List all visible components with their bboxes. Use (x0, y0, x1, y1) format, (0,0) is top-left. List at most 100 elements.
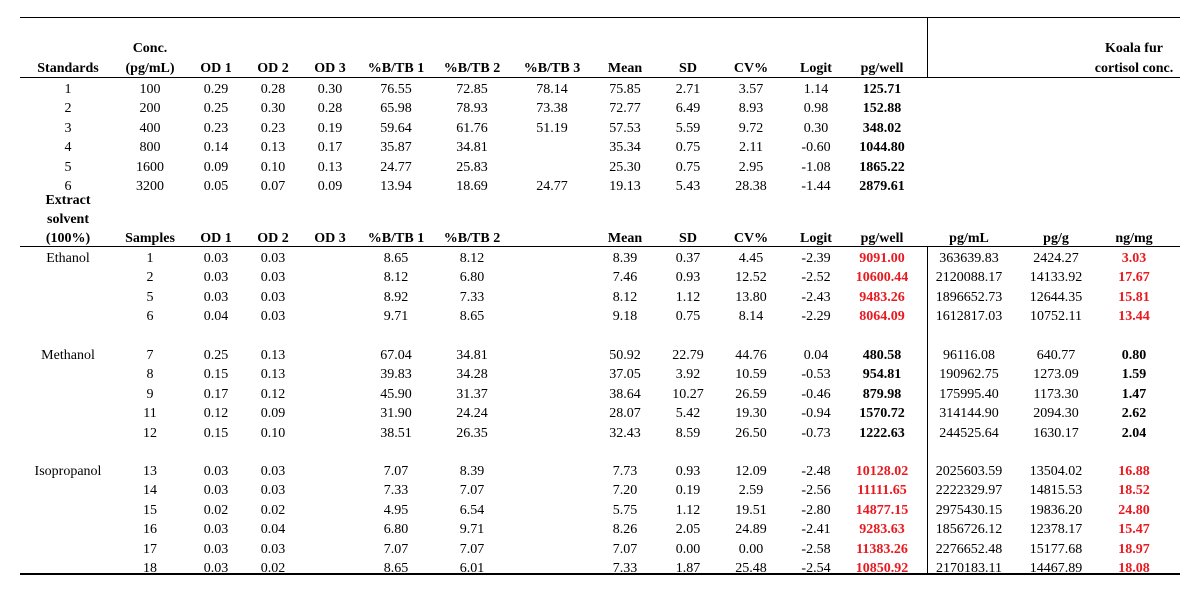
header-pgg: pg/g (1043, 231, 1069, 246)
sample-logit-cell: -0.53 (801, 367, 831, 383)
standards-mean-cell: 35.34 (609, 140, 641, 156)
standards-bt2-cell: 78.93 (456, 101, 488, 117)
sample-sample-number-cell: 13 (143, 464, 157, 479)
sample-cv-cell: 26.59 (735, 386, 767, 402)
sample-pg-per-ml-cell: 1612817.03 (935, 309, 1003, 325)
standards-od1-cell: 0.05 (203, 179, 229, 194)
sample-ng-per-mg-cell: 2.62 (1121, 406, 1147, 422)
header-sd: SD (679, 231, 697, 246)
sample-cv-cell: 12.52 (735, 270, 767, 286)
sample-bt1-cell: 4.95 (383, 502, 409, 518)
standards-header-rule (20, 77, 1180, 78)
standards-cv-cell: 9.72 (738, 120, 764, 136)
sample-pg-per-ml-cell: 2276652.48 (935, 541, 1003, 557)
sample-pg-per-g-cell: 14467.89 (1029, 561, 1083, 576)
sample-bt1-cell: 8.65 (383, 561, 409, 576)
header-logit: Logit (800, 231, 832, 246)
sample-od1-cell: 0.15 (203, 425, 229, 441)
standards-od1-cell: 0.09 (203, 159, 229, 175)
sample-sd-cell: 0.93 (675, 270, 701, 286)
sample-pg-per-g-cell: 2424.27 (1033, 251, 1079, 266)
sample-bt2-cell: 6.01 (459, 561, 485, 576)
sample-bt2-cell: 31.37 (456, 386, 488, 402)
header-pgwell: pg/well (860, 231, 904, 246)
standards-standard-number-cell: 3 (64, 120, 72, 136)
sample-sample-number-cell: 2 (146, 270, 154, 286)
standards-cv-cell: 2.95 (738, 159, 764, 175)
sample-ng-per-mg-cell: 18.08 (1118, 561, 1150, 576)
sample-cv-cell: 19.30 (735, 406, 767, 422)
header-od1: OD 1 (200, 61, 232, 76)
sample-pg-per-ml-cell: 314144.90 (939, 406, 999, 422)
standards-od2-cell: 0.30 (260, 101, 286, 117)
sample-od1-cell: 0.03 (203, 251, 229, 266)
standards-concentration-cell: 800 (139, 140, 161, 156)
header-solvent-line2: solvent (47, 212, 89, 227)
header-od2: OD 2 (257, 61, 289, 76)
sample-bt1-cell: 7.07 (383, 541, 409, 557)
sample-sd-cell: 1.12 (675, 289, 701, 305)
header-koala-line1: Koala fur (1105, 41, 1163, 56)
standards-pg-per-well-cell: 1865.22 (859, 159, 905, 175)
sample-ng-per-mg-cell: 3.03 (1121, 251, 1147, 266)
sample-od1-cell: 0.12 (203, 406, 229, 422)
sample-od1-cell: 0.03 (203, 289, 229, 305)
sample-ng-per-mg-cell: 1.47 (1121, 386, 1147, 402)
standards-mean-cell: 19.13 (609, 179, 641, 194)
solvent-label: Methanol (41, 348, 95, 363)
header-od2: OD 2 (257, 231, 289, 246)
standards-od1-cell: 0.25 (203, 101, 229, 117)
sample-pg-per-g-cell: 15177.68 (1029, 541, 1083, 557)
sample-pg-per-g-cell: 1630.17 (1033, 425, 1079, 441)
sample-mean-cell: 8.39 (612, 251, 638, 266)
sample-bt1-cell: 45.90 (380, 386, 412, 402)
header-od3: OD 3 (314, 61, 346, 76)
standards-pg-per-well-cell: 348.02 (862, 120, 902, 136)
sample-sd-cell: 0.19 (675, 483, 701, 499)
sample-od2-cell: 0.03 (260, 289, 286, 305)
standards-sd-cell: 6.49 (675, 101, 701, 117)
standards-od3-cell: 0.28 (317, 101, 343, 117)
sample-cv-cell: 10.59 (735, 367, 767, 383)
sample-od1-cell: 0.03 (203, 561, 229, 576)
sample-bt2-cell: 8.12 (459, 251, 485, 266)
sample-pg-per-ml-cell: 1896652.73 (935, 289, 1003, 305)
sample-logit-cell: -2.39 (801, 251, 831, 266)
sample-mean-cell: 37.05 (609, 367, 641, 383)
standards-standard-number-cell: 4 (64, 140, 72, 156)
sample-logit-cell: -2.41 (801, 522, 831, 538)
header-pgml: pg/mL (949, 231, 989, 246)
sample-pg-per-well-cell: 10850.92 (855, 561, 909, 576)
standards-od2-cell: 0.10 (260, 159, 286, 175)
sample-pg-per-well-cell: 9283.63 (859, 522, 905, 538)
sample-pg-per-ml-cell: 2025603.59 (935, 464, 1003, 479)
top-rule (20, 17, 1180, 18)
sample-sd-cell: 2.05 (675, 522, 701, 538)
standards-sd-cell: 2.71 (675, 82, 701, 97)
sample-od2-cell: 0.03 (260, 464, 286, 479)
sample-ng-per-mg-cell: 16.88 (1118, 464, 1150, 479)
sample-sd-cell: 10.27 (672, 386, 704, 402)
standards-cv-cell: 8.93 (738, 101, 764, 117)
sample-mean-cell: 50.92 (609, 348, 641, 363)
sample-pg-per-g-cell: 1173.30 (1033, 386, 1079, 402)
sample-od2-cell: 0.09 (260, 406, 286, 422)
standards-sd-cell: 5.43 (675, 179, 701, 194)
standards-bt2-cell: 25.83 (456, 159, 488, 175)
solvent-label: Isopropanol (34, 464, 102, 479)
sample-pg-per-g-cell: 2094.30 (1033, 406, 1079, 422)
sample-sd-cell: 22.79 (672, 348, 704, 363)
header-conc-line2: (pg/mL) (125, 61, 175, 76)
sample-pg-per-g-cell: 640.77 (1036, 348, 1076, 363)
sample-pg-per-well-cell: 10128.02 (855, 464, 909, 479)
sample-sd-cell: 5.42 (675, 406, 701, 422)
sample-logit-cell: -2.29 (801, 309, 831, 325)
sample-od2-cell: 0.13 (260, 367, 286, 383)
header-od1: OD 1 (200, 231, 232, 246)
sample-bt2-cell: 6.54 (459, 502, 485, 518)
sample-logit-cell: -2.56 (801, 483, 831, 499)
sample-pg-per-ml-cell: 96116.08 (943, 348, 995, 363)
sample-mean-cell: 38.64 (609, 386, 641, 402)
sample-bt1-cell: 7.33 (383, 483, 409, 499)
sample-od2-cell: 0.03 (260, 309, 286, 325)
